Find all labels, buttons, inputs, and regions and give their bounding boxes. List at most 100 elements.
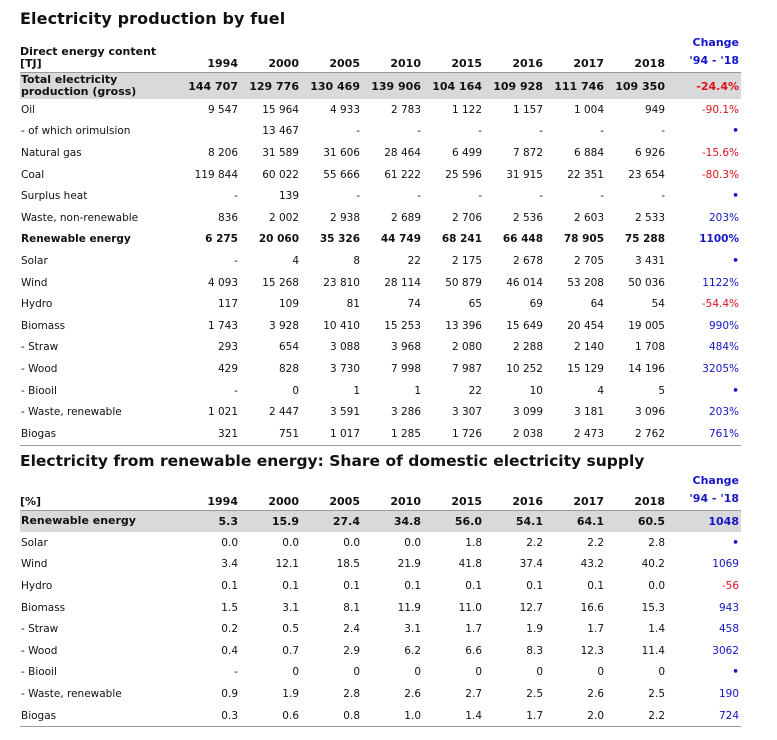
value-cell: 10 <box>529 384 543 397</box>
value-cell: 0.0 <box>648 580 665 593</box>
value-cell: 0 <box>292 666 299 679</box>
value-cell: - <box>600 190 604 203</box>
value-cell: 949 <box>644 103 665 116</box>
value-cell: 0.3 <box>180 704 241 728</box>
value-cell: 111 746 <box>546 72 607 99</box>
value-cell: 3 928 <box>268 319 299 332</box>
value-cell: 23 810 <box>323 276 360 289</box>
table-row: Biomass 1.5 3.1 8.1 11.9 11.0 12.7 16.6 15.3 943 <box>20 597 741 619</box>
change-cell: 724 <box>668 704 741 728</box>
row-label: - Waste, renewable <box>21 406 122 419</box>
table-row: Biogas 321 751 1 017 1 285 1 726 2 038 2 473 2 7… <box>20 422 741 446</box>
change-cell: -54.4% <box>701 298 739 311</box>
value-cell: 0.2 <box>221 623 238 636</box>
value-cell: 3 968 <box>390 341 421 354</box>
value-cell: 7 987 <box>451 362 482 375</box>
value-cell: 41.8 <box>458 558 482 571</box>
value-cell: 0.0 <box>221 536 238 549</box>
table-row: - Biooil - 0 0 0 0 0 0 0 • <box>20 662 741 684</box>
value-cell: 1 <box>353 384 360 397</box>
row-label: Biomass <box>21 319 66 332</box>
change-header-line2: '94 - '18 <box>689 491 739 505</box>
change-header-line2: '94 - '18 <box>689 54 739 67</box>
value-cell: - <box>417 125 421 138</box>
table-row: Biogas 0.3 0.6 0.8 1.0 1.4 1.7 2.0 2.2 724 <box>20 704 741 728</box>
value-cell: 751 <box>241 422 302 446</box>
column-header-year: 2018 <box>634 494 665 508</box>
value-cell: 1.7 <box>485 704 546 728</box>
row-label: Biogas <box>20 422 180 446</box>
value-cell: 0 <box>536 666 543 679</box>
value-cell: - <box>356 125 360 138</box>
value-cell: - <box>234 254 238 267</box>
change-indicator-dot: • <box>732 384 739 397</box>
value-cell: 2 288 <box>512 341 543 354</box>
value-cell: 20 060 <box>258 233 299 246</box>
change-cell: 1100% <box>699 233 739 246</box>
value-cell: 3 431 <box>634 254 665 267</box>
column-header-year: 2000 <box>268 494 299 508</box>
value-cell: 28 114 <box>384 276 421 289</box>
value-cell: 2.8 <box>648 536 665 549</box>
table-header-row: [%] 1994 2000 2005 2010 2015 2016 2017 2… <box>20 472 741 511</box>
table-row: - Waste, renewable 1 021 2 447 3 591 3 286 3 … <box>20 401 741 423</box>
value-cell: 2 678 <box>512 254 543 267</box>
column-header-year: 2000 <box>268 57 299 70</box>
column-header-year: 2016 <box>512 494 543 508</box>
value-cell: 68 241 <box>441 233 482 246</box>
production-table-body: Total electricity production (gross) 144 … <box>20 72 741 446</box>
value-cell: 2.9 <box>343 644 360 657</box>
value-cell: 53 208 <box>567 276 604 289</box>
table-row: Waste, non-renewable 836 2 002 2 938 2 689 2 … <box>20 207 741 229</box>
value-cell: 54.1 <box>485 509 546 533</box>
table-row: Biomass 1 743 3 928 10 410 15 253 13 396 15 64… <box>20 315 741 337</box>
value-cell: 10 410 <box>323 319 360 332</box>
value-cell: 10 252 <box>506 362 543 375</box>
value-cell: - <box>539 125 543 138</box>
value-cell: 65 <box>468 298 482 311</box>
value-cell: 50 036 <box>628 276 665 289</box>
value-cell: 3 307 <box>451 406 482 419</box>
value-cell: 7 872 <box>512 146 543 159</box>
row-label: Oil <box>21 103 36 116</box>
row-label: Solar <box>21 254 48 267</box>
value-cell: 2.2 <box>607 704 668 728</box>
value-cell: 1.5 <box>221 601 238 614</box>
value-cell: 2.7 <box>465 688 482 701</box>
value-cell: 1 708 <box>634 341 665 354</box>
value-cell: 6 275 <box>205 233 238 246</box>
value-cell: 2.5 <box>648 688 665 701</box>
value-cell: 66 448 <box>502 233 543 246</box>
row-label: - of which orimulsion <box>21 125 131 138</box>
change-cell: 203% <box>708 211 739 224</box>
value-cell: 64.1 <box>546 509 607 533</box>
value-cell: 8.3 <box>526 644 543 657</box>
column-header-year: 2018 <box>634 57 665 70</box>
column-header-year: 2005 <box>329 494 360 508</box>
table-row: - Wood 0.4 0.7 2.9 6.2 6.6 8.3 12.3 11.4 3062 <box>20 640 741 662</box>
value-cell: 31 589 <box>262 146 299 159</box>
table-row: Solar - 4 8 22 2 175 2 678 2 705 3 431 • <box>20 250 741 272</box>
value-cell: 0.4 <box>221 644 238 657</box>
value-cell: 12.3 <box>580 644 604 657</box>
column-header-label: Direct energy content [TJ] <box>20 45 157 70</box>
value-cell: 836 <box>217 211 238 224</box>
value-cell: 23 654 <box>628 168 665 181</box>
value-cell: 1 157 <box>512 103 543 116</box>
row-label: Biomass <box>21 601 66 614</box>
value-cell: 22 351 <box>567 168 604 181</box>
value-cell: 1.9 <box>526 623 543 636</box>
value-cell: 139 <box>278 190 299 203</box>
change-cell: -24.4% <box>668 72 741 99</box>
column-header-year: 2005 <box>329 57 360 70</box>
value-cell: 22 <box>468 384 482 397</box>
row-label: Natural gas <box>21 146 82 159</box>
value-cell: 1 017 <box>302 422 363 446</box>
value-cell: 15 129 <box>567 362 604 375</box>
value-cell: 6 499 <box>451 146 482 159</box>
value-cell: 27.4 <box>302 509 363 533</box>
value-cell: 19 005 <box>628 319 665 332</box>
row-label: - Straw <box>21 341 59 354</box>
change-indicator-dot: • <box>732 254 739 267</box>
change-cell: -15.6% <box>701 146 739 159</box>
